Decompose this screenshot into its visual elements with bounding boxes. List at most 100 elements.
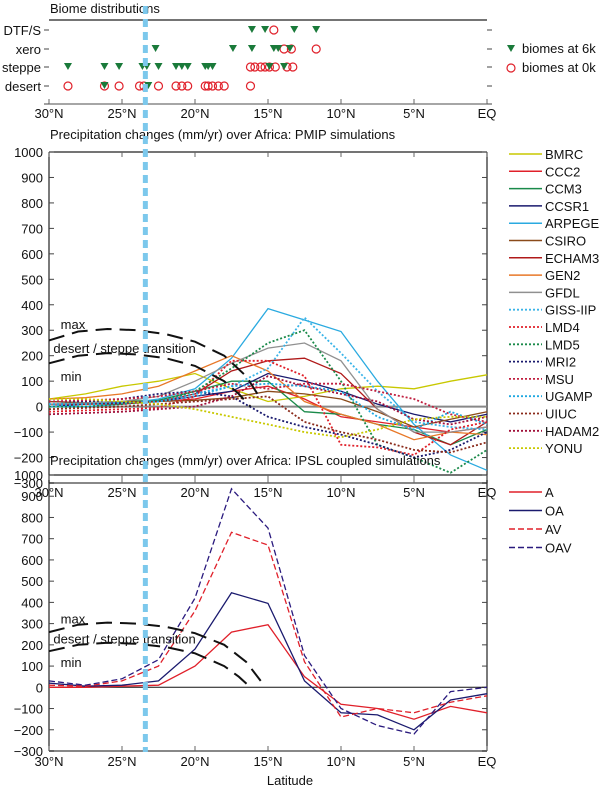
x-tick-label: EQ (478, 106, 497, 121)
x-tick-label: 10°N (326, 754, 355, 769)
x-tick-label: 15°N (253, 106, 282, 121)
legend-label-yonu: YONU (545, 441, 583, 456)
biome-0k-point (213, 81, 223, 91)
annotation-label: max (61, 611, 86, 626)
pmip-transition-annotations: max desert / steppe transition min (48, 317, 262, 408)
biome-0k-point (269, 25, 279, 35)
legend-label-csiro: CSIRO (545, 234, 586, 249)
y-tick-label: 100 (21, 659, 43, 674)
legend-label-arpege: ARPEGE (545, 216, 600, 231)
legend-triangle-icon (507, 45, 515, 52)
legend-label-6k: biomes at 6k (522, 41, 596, 56)
biome-0k-point (171, 81, 181, 91)
biome-0k-point (245, 81, 256, 91)
annotation-label: min (61, 655, 82, 670)
x-tick-label: 20°N (180, 754, 209, 769)
biome-0k-point (200, 81, 210, 91)
biome-6k-point (172, 63, 181, 70)
x-tick-label: 20°N (180, 485, 209, 500)
y-tick-label: 100 (21, 374, 43, 389)
transition-curve-max (48, 327, 262, 400)
legend-label-oa: OA (545, 504, 564, 519)
biome-0k-point (288, 62, 298, 72)
biome-6k-point (285, 45, 294, 52)
series-line-hadam2 (48, 375, 488, 426)
biome-0k-point (250, 62, 260, 72)
biome-6k-point (247, 26, 256, 33)
x-tick-label: 5°N (403, 485, 425, 500)
biome-6k-point (151, 45, 160, 52)
legend-label-hadam2: HADAM2 (545, 424, 599, 439)
x-tick-label: 5°N (403, 106, 425, 121)
legend-label-lmd4: LMD4 (545, 320, 580, 335)
x-tick-label: 10°N (326, 106, 355, 121)
legend-label-oav: OAV (545, 541, 572, 556)
legend-label-bmrc: BMRC (545, 147, 583, 162)
y-tick-label: −300 (14, 476, 43, 491)
series-line-av (48, 531, 488, 718)
x-axis-label: Latitude (267, 773, 313, 788)
ipsl-panel-title: Precipitation changes (mm/yr) over Afric… (50, 453, 441, 468)
y-tick-label: 1000 (14, 145, 43, 160)
biome-6k-point (100, 63, 109, 70)
biome-6k-point (183, 63, 192, 70)
y-tick-label: 300 (21, 323, 43, 338)
biome-y-labels: DTF/S xero steppe desert (2, 23, 41, 94)
y-tick-label: 700 (21, 221, 43, 236)
pmip-x-tick-labels: 30°N 25°N 20°N 15°N 10°N 5°N EQ (34, 485, 496, 500)
biome-0k-point (245, 62, 256, 72)
pmip-panel-title: Precipitation changes (mm/yr) over Afric… (50, 127, 396, 142)
biome-0k-point (207, 81, 218, 91)
y-tick-label: 800 (21, 510, 43, 525)
biome-0k-point (270, 62, 280, 72)
y-tick-label: 900 (21, 170, 43, 185)
legend-label-mri2: MRI2 (545, 355, 576, 370)
series-line-msu (48, 382, 488, 423)
series-line-gen2 (48, 354, 488, 441)
ipsl-x-tick-labels: 30°N 25°N 20°N 15°N 10°N 5°N EQ (34, 754, 496, 769)
pmip-panel: Precipitation changes (mm/yr) over Afric… (14, 127, 600, 491)
biome-6k-point (154, 63, 163, 70)
y-tick-label: 600 (21, 553, 43, 568)
x-tick-label: 5°N (403, 754, 425, 769)
biome-6k-point (208, 63, 217, 70)
pmip-series (48, 307, 488, 474)
series-line-uiuc (48, 395, 488, 454)
transition-curve-min (48, 641, 252, 689)
y-tick-label: 0 (36, 680, 43, 695)
biome-0k-point (256, 62, 266, 72)
y-tick-label: −200 (14, 723, 43, 738)
ipsl-transition-annotations: max desert / steppe transition min (48, 611, 262, 689)
biome-6k-point (290, 26, 299, 33)
legend-label-gen2: GEN2 (545, 268, 580, 283)
biome-6k-point (265, 63, 274, 70)
x-tick-label: 25°N (107, 106, 136, 121)
series-line-oav (48, 487, 488, 735)
legend-label-ccc2: CCC2 (545, 164, 580, 179)
y-tick-label: −100 (14, 425, 43, 440)
y-tick-label: −200 (14, 451, 43, 466)
biome-6k-point (144, 82, 153, 89)
x-tick-label: 30°N (34, 106, 63, 121)
y-tick-label: 400 (21, 595, 43, 610)
biome-0k-point (279, 44, 289, 54)
annotation-label: max (61, 317, 86, 332)
biome-0k-point (114, 81, 124, 91)
x-tick-label: 25°N (107, 485, 136, 500)
series-line-bmrc (48, 372, 488, 403)
y-tick-label: 200 (21, 638, 43, 653)
y-tick-label: 700 (21, 532, 43, 547)
x-tick-label: EQ (478, 754, 497, 769)
legend-label-ccm3: CCM3 (545, 182, 582, 197)
annotation-label: desert / steppe transition (53, 631, 195, 646)
biome-plot-frame (44, 19, 492, 105)
ipsl-plot-frame: 10009008007006005004003002001000−100−200… (14, 468, 488, 759)
series-line-yonu (49, 398, 487, 439)
x-tick-label: 30°N (34, 754, 63, 769)
legend-label-ccsr1: CCSR1 (545, 199, 589, 214)
biome-6k-point (247, 45, 256, 52)
legend-label-av: AV (545, 522, 562, 537)
biome-category-label: steppe (2, 60, 41, 75)
biome-panel-title: Biome distributions (50, 1, 160, 16)
